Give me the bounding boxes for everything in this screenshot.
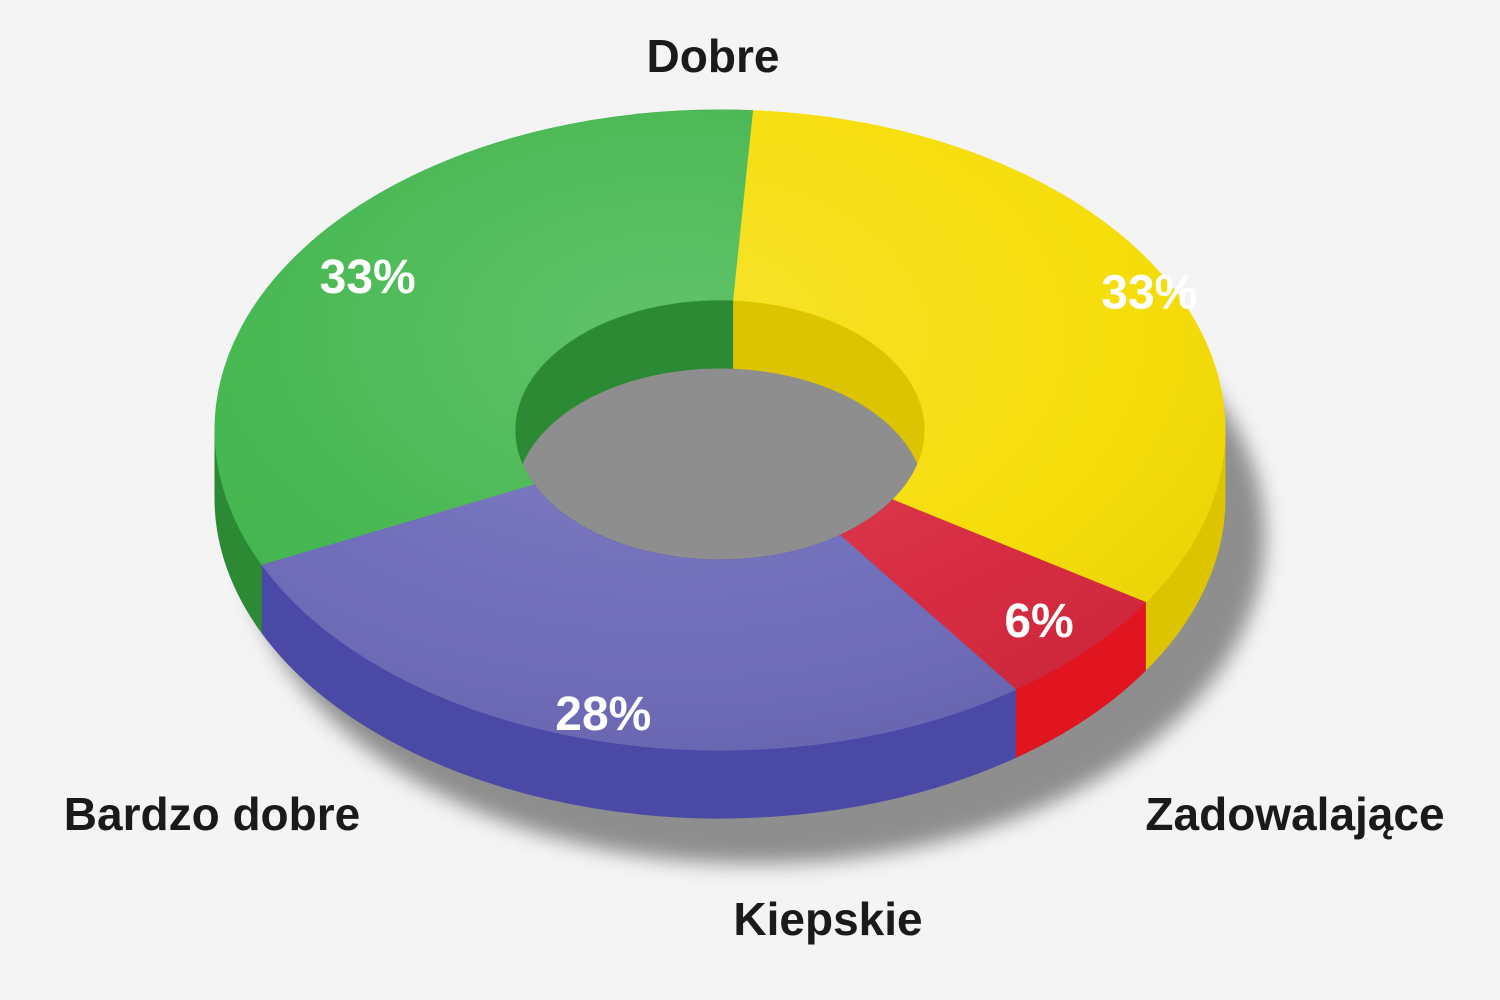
category-label-bardzo-dobre: Bardzo dobre: [64, 788, 360, 840]
value-label-kiepskie: 6%: [1004, 595, 1073, 648]
category-labels: Dobre Zadowalające Kiepskie Bardzo dobre: [64, 30, 1445, 945]
value-label-bardzo-dobre: 28%: [555, 688, 651, 741]
top-shine-overlay: [215, 110, 1225, 750]
category-label-dobre: Dobre: [647, 30, 780, 82]
donut-side-walls: [214, 429, 1226, 819]
donut-top-faces: [214, 109, 1226, 751]
category-label-zadowalajace: Zadowalające: [1145, 788, 1444, 840]
category-label-kiepskie: Kiepskie: [733, 893, 922, 945]
value-labels: 33% 33% 6% 28%: [320, 251, 1198, 741]
value-label-dobre: 33%: [320, 251, 416, 304]
value-label-zadowalajace: 33%: [1101, 267, 1197, 320]
